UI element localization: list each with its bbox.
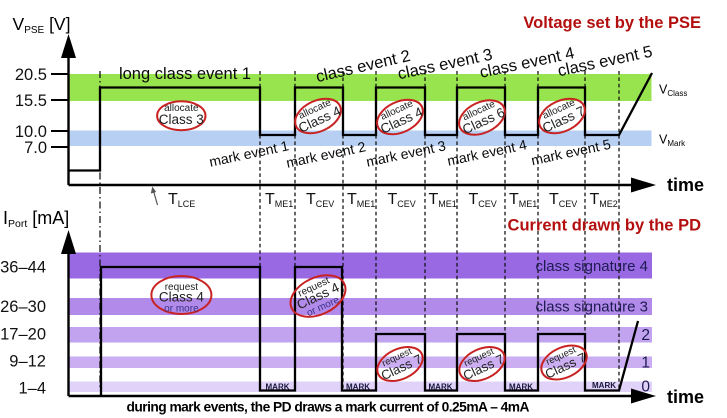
svg-text:36–44: 36–44 [0, 259, 46, 277]
svg-text:Voltage set by the PSE: Voltage set by the PSE [523, 14, 701, 32]
svg-text:MARK: MARK [592, 381, 616, 390]
svg-text:20.5: 20.5 [15, 66, 47, 84]
svg-text:MARK: MARK [509, 383, 533, 392]
svg-text:2: 2 [641, 327, 650, 344]
svg-text:9–12: 9–12 [9, 353, 46, 371]
svg-text:1: 1 [641, 355, 650, 372]
svg-text:long class event 1: long class event 1 [119, 65, 251, 83]
svg-text:Class 4: Class 4 [159, 290, 205, 305]
svg-text:15.5: 15.5 [15, 92, 47, 110]
svg-text:10.0: 10.0 [15, 123, 47, 141]
svg-text:or more: or more [164, 304, 199, 315]
svg-text:class signature 4: class signature 4 [535, 258, 648, 275]
svg-text:0: 0 [641, 379, 650, 396]
svg-text:class signature 3: class signature 3 [535, 299, 648, 316]
svg-text:request: request [165, 282, 199, 293]
svg-text:26–30: 26–30 [0, 298, 46, 316]
svg-text:time: time [667, 387, 704, 407]
svg-text:during mark events, the PD dra: during mark events, the PD draws a mark … [127, 400, 530, 415]
svg-text:MARK: MARK [266, 383, 290, 392]
svg-text:time: time [667, 175, 704, 195]
svg-text:Class 3: Class 3 [159, 112, 204, 127]
svg-text:1–4: 1–4 [18, 380, 46, 398]
svg-text:MARK: MARK [346, 383, 370, 392]
svg-text:7.0: 7.0 [24, 139, 47, 157]
svg-text:Current drawn by the PD: Current drawn by the PD [508, 217, 702, 235]
svg-text:allocate: allocate [164, 103, 199, 114]
svg-text:17–20: 17–20 [0, 326, 46, 344]
svg-text:MARK: MARK [429, 383, 453, 392]
